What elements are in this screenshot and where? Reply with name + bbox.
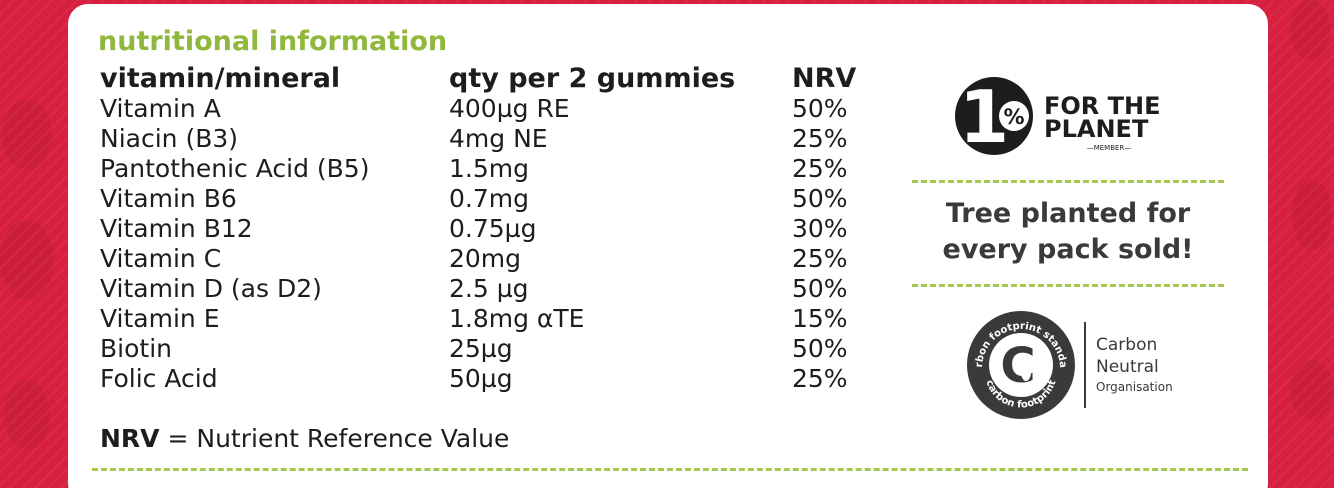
row-name: Vitamin E xyxy=(100,304,220,333)
carbon-footprint-standard-logo: carbon footprint standard carbon footpri… xyxy=(966,310,1075,419)
header-nrv: NRV xyxy=(792,63,857,94)
table-row: Vitamin B6 0.7mg 50% xyxy=(100,184,880,214)
table-row: Vitamin A 400µg RE 50% xyxy=(100,94,880,124)
logo-circle xyxy=(955,77,1033,155)
carbon-letter: C xyxy=(1000,338,1035,394)
info-card xyxy=(68,4,1268,488)
row-name: Vitamin D (as D2) xyxy=(100,274,322,303)
row-name: Biotin xyxy=(100,334,172,363)
table-row: Vitamin C 20mg 25% xyxy=(100,244,880,274)
row-qty: 4mg NE xyxy=(449,124,548,153)
row-name: Vitamin B12 xyxy=(100,214,253,243)
side-dashed-divider-top xyxy=(912,180,1224,183)
row-qty: 0.75µg xyxy=(449,214,537,243)
footprint-icon xyxy=(1021,363,1031,381)
row-nrv: 25% xyxy=(792,124,848,153)
tree-planted-message: Tree planted for every pack sold! xyxy=(912,196,1224,268)
row-nrv: 25% xyxy=(792,364,848,393)
background-gummy-shape xyxy=(1290,0,1330,60)
row-name: Folic Acid xyxy=(100,364,218,393)
section-title: nutritional information xyxy=(98,26,448,57)
row-nrv: 50% xyxy=(792,274,848,303)
row-nrv: 15% xyxy=(792,304,848,333)
row-nrv: 50% xyxy=(792,334,848,363)
background-gummy-shape xyxy=(1290,360,1334,420)
row-nrv: 50% xyxy=(792,184,848,213)
tree-text-line2: every pack sold! xyxy=(942,234,1194,265)
carbon-inner-circle xyxy=(989,333,1053,397)
background-gummy-shape xyxy=(1292,180,1332,250)
row-name: Niacin (B3) xyxy=(100,124,239,153)
table-row: Niacin (B3) 4mg NE 25% xyxy=(100,124,880,154)
table-row: Vitamin E 1.8mg αTE 15% xyxy=(100,304,880,334)
nrv-footnote: NRV = Nutrient Reference Value xyxy=(100,424,509,454)
table-row: Folic Acid 50µg 25% xyxy=(100,364,880,394)
row-qty: 1.5mg xyxy=(449,154,529,183)
background-gummy-shape xyxy=(4,380,50,450)
carbon-neutral-text: Carbon Neutral Organisation xyxy=(1096,334,1173,396)
footnote-text: = Nutrient Reference Value xyxy=(159,424,510,453)
bottom-dashed-divider xyxy=(92,468,1248,471)
row-nrv: 25% xyxy=(792,154,848,183)
row-nrv: 50% xyxy=(792,94,848,123)
tree-text-line1: Tree planted for xyxy=(945,198,1191,229)
nutrition-table: vitamin/mineral qty per 2 gummies NRV Vi… xyxy=(100,64,880,394)
row-nrv: 30% xyxy=(792,214,848,243)
logo-for-the: FOR THE xyxy=(1044,92,1160,120)
one-percent-for-the-planet-logo: 1 % FOR THE PLANET —MEMBER— xyxy=(955,76,1160,156)
carbon-divider xyxy=(1084,322,1086,408)
carbon-line3: Organisation xyxy=(1096,380,1173,394)
carbon-line2: Neutral xyxy=(1096,357,1159,377)
row-nrv: 25% xyxy=(792,244,848,273)
background-gummy-shape xyxy=(0,220,54,300)
logo-percent-circle xyxy=(999,101,1029,131)
row-qty: 25µg xyxy=(449,334,513,363)
logo-planet: PLANET xyxy=(1044,115,1149,143)
row-qty: 20mg xyxy=(449,244,522,273)
row-qty: 2.5 µg xyxy=(449,274,529,303)
row-name: Pantothenic Acid (B5) xyxy=(100,154,370,183)
carbon-line1: Carbon xyxy=(1096,335,1158,355)
table-row: Pantothenic Acid (B5) 1.5mg 25% xyxy=(100,154,880,184)
logo-member: —MEMBER— xyxy=(1087,144,1132,152)
row-qty: 1.8mg αTE xyxy=(449,304,585,333)
table-row: Biotin 25µg 50% xyxy=(100,334,880,364)
row-qty: 50µg xyxy=(449,364,513,393)
header-vitamin-mineral: vitamin/mineral xyxy=(100,63,341,94)
footnote-abbr: NRV xyxy=(100,424,160,453)
row-name: Vitamin A xyxy=(100,94,221,123)
background-gummy-shape xyxy=(2,100,52,170)
side-dashed-divider-bottom xyxy=(912,284,1224,287)
row-qty: 0.7mg xyxy=(449,184,529,213)
row-name: Vitamin C xyxy=(100,244,222,273)
row-qty: 400µg RE xyxy=(449,94,570,123)
row-name: Vitamin B6 xyxy=(100,184,237,213)
table-row: Vitamin D (as D2) 2.5 µg 50% xyxy=(100,274,880,304)
header-qty: qty per 2 gummies xyxy=(449,63,736,94)
logo-percent: % xyxy=(1003,105,1024,129)
table-header: vitamin/mineral qty per 2 gummies NRV xyxy=(100,64,880,94)
table-row: Vitamin B12 0.75µg 30% xyxy=(100,214,880,244)
